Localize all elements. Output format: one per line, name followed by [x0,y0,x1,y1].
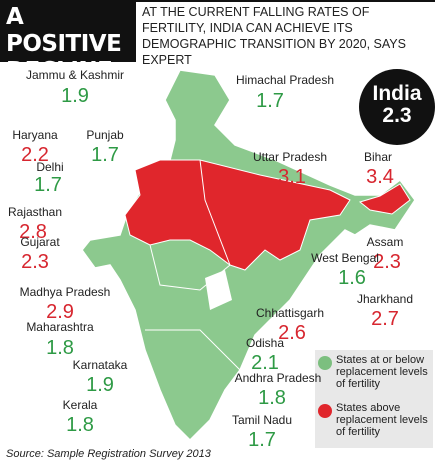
subtitle: AT THE CURRENT FALLING RATES OF FERTILIT… [142,5,406,67]
state-name: Jharkhand [356,292,414,306]
national-value: 2.3 [382,104,412,127]
state-value: 1.7 [248,429,276,451]
state-name: Rajasthan [7,205,63,219]
national-label: India [372,82,422,105]
state-value: 1.9 [86,374,114,396]
state-name: Madhya Pradesh [19,285,111,299]
state-value: 3.1 [278,166,306,188]
state-value: 2.6 [278,322,306,344]
state-value: 1.7 [34,174,62,196]
state-name: Punjab [86,128,124,142]
national-badge [359,69,435,145]
state-name: Jammu & Kashmir [25,68,125,82]
state-value: 2.3 [373,251,401,273]
badge-line: A POSITIVE [6,4,122,57]
state-value: 2.7 [371,308,399,330]
state-border [199,159,231,266]
source: Source: Sample Registration Survey 2013 [6,448,211,460]
state-value: 2.8 [19,221,47,243]
legend-label: States above replacement levels of ferti… [336,402,428,438]
state-name: Himachal Pradesh [235,73,335,87]
legend-box [315,350,433,448]
legend-label: States at or below replacement levels of… [336,354,428,390]
state-name: Gujarat [20,235,60,249]
state-value: 3.4 [366,166,394,188]
legend-swatch [318,356,332,370]
state-border [145,329,241,371]
state-name: Odisha [245,336,285,350]
state-value: 2.1 [251,352,279,374]
state-value: 1.6 [338,267,366,289]
state-name: Uttar Pradesh [252,150,328,164]
state-value: 1.7 [91,144,119,166]
state-value: 2.9 [46,301,74,323]
state-value: 1.8 [258,387,286,409]
state-name: Assam [366,235,404,249]
badge: A POSITIVE DECLINE [0,0,136,84]
state-name: Kerala [62,398,98,412]
state-name: Haryana [12,128,58,142]
state-name: West Bengal [311,251,379,265]
legend-swatch [318,404,332,418]
state-value: 1.8 [66,414,94,436]
state-name: Delhi [36,160,64,174]
state-value: 1.9 [61,85,89,107]
blank-region [205,270,232,310]
state-value: 2.2 [21,144,49,166]
state-value: 1.8 [46,337,74,359]
state-name: Tamil Nadu [231,413,293,427]
state-name: Maharashtra [26,320,94,334]
assam-region [358,183,411,215]
badge-line: DECLINE [6,58,113,84]
state-value: 1.7 [256,90,284,112]
state-name: Chhattisgarh [255,306,325,320]
state-name: Andhra Pradesh [234,371,322,385]
state-name: Karnataka [72,358,128,372]
state-name: Bihar [363,150,393,164]
red-region [124,159,351,271]
state-value: 2.3 [21,251,49,273]
